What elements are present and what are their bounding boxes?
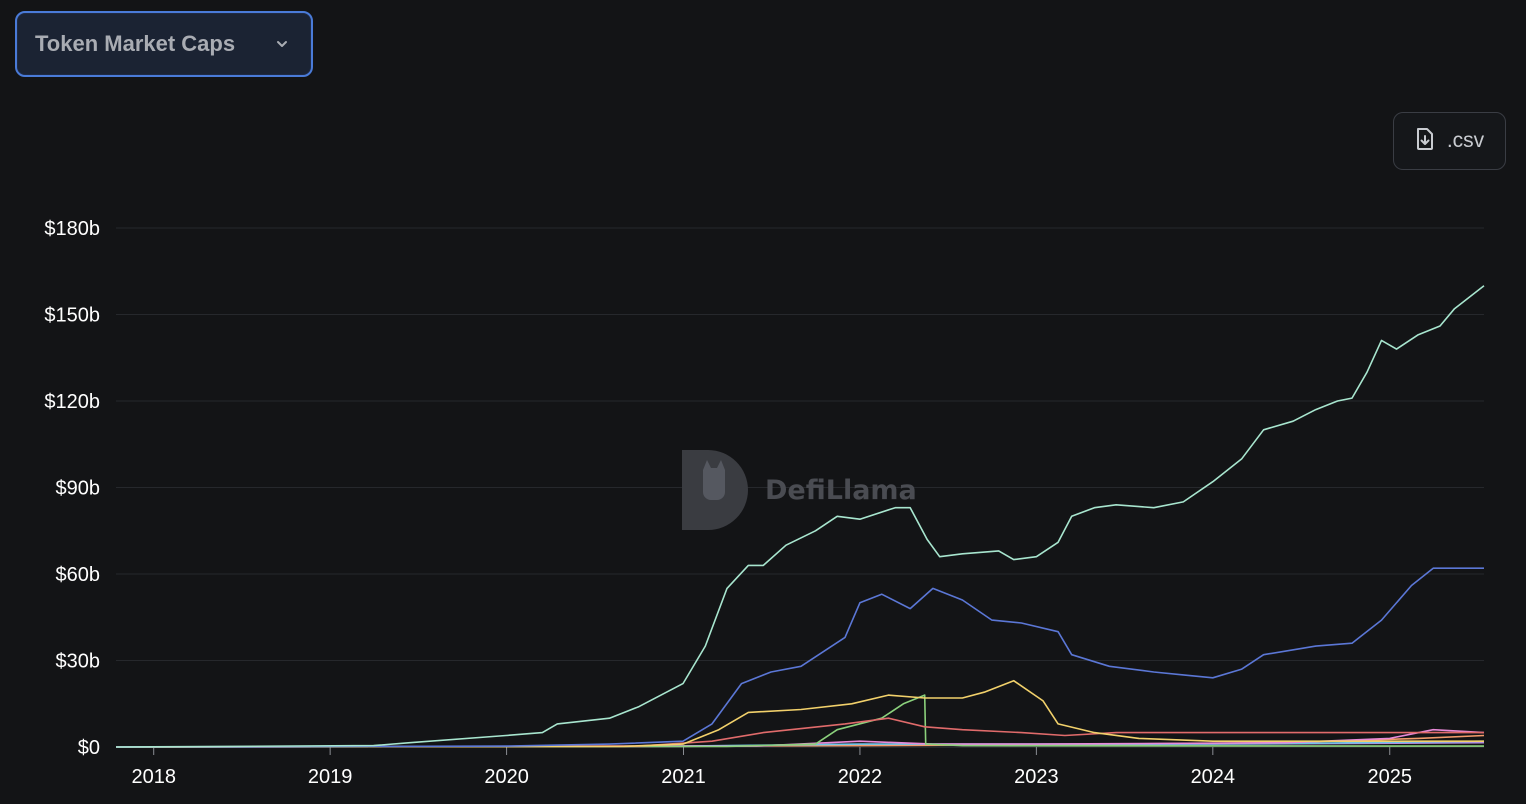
- x-tick-label: 2021: [661, 766, 706, 788]
- chevron-down-icon: [271, 33, 293, 55]
- defillama-watermark: DefiLlama: [682, 450, 917, 530]
- x-tick-label: 2022: [838, 766, 883, 788]
- x-tick-label: 2025: [1367, 766, 1412, 788]
- csv-label: .csv: [1446, 129, 1485, 152]
- x-tick-label: 2018: [131, 766, 176, 788]
- x-tick-label: 2024: [1191, 766, 1236, 788]
- y-tick-label: $90b: [56, 478, 101, 500]
- watermark-text: DefiLlama: [765, 475, 917, 506]
- series-line-4: [115, 694, 1485, 748]
- y-tick-label: $30b: [56, 651, 101, 673]
- x-tick-label: 2019: [308, 766, 353, 788]
- series-line-1: [115, 567, 1484, 748]
- y-tick-label: $60b: [56, 564, 101, 586]
- y-tick-label: $120b: [44, 391, 100, 413]
- token-market-caps-dropdown[interactable]: Token Market Caps: [15, 11, 313, 77]
- series-lines: [115, 285, 1485, 748]
- series-line-3: [115, 717, 1484, 748]
- defillama-logo-icon: [682, 450, 748, 530]
- x-tick-label: 2023: [1014, 766, 1059, 788]
- download-csv-button[interactable]: .csv: [1393, 112, 1506, 170]
- y-tick-label: $150b: [44, 305, 100, 327]
- series-line-2: [115, 679, 1484, 748]
- y-axis-ticks: $0 $30b $60b $90b $120b $150b $180b: [44, 218, 100, 759]
- series-line-0: [115, 285, 1485, 748]
- dropdown-label: Token Market Caps: [35, 31, 236, 56]
- y-tick-label: $0: [78, 737, 100, 759]
- file-download-icon: [1415, 127, 1435, 156]
- x-tick-label: 2020: [484, 766, 529, 788]
- x-axis-ticks: 2018 2019 2020 2021 2022 2023 2024 2025: [131, 747, 1412, 788]
- y-tick-label: $180b: [44, 218, 100, 240]
